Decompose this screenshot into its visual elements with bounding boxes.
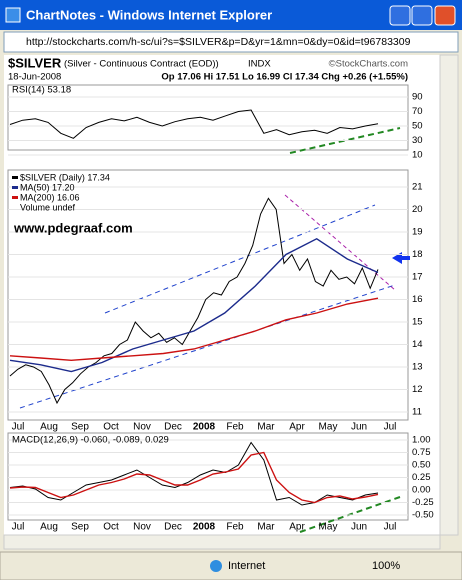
symbol: $SILVER [8, 55, 62, 70]
url: http://stockcharts.com/h-sc/ui?s=$SILVER… [26, 36, 411, 48]
window-title: ChartNotes - Windows Internet Explorer [26, 7, 272, 22]
x-tick-label: Apr [289, 522, 305, 533]
series-line [9, 109, 379, 139]
y-tick-label: 18 [412, 249, 423, 260]
x-tick-label: May [319, 422, 338, 433]
y-tick-label: 0.25 [412, 472, 431, 483]
credit: ©StockCharts.com [329, 59, 408, 70]
date: 18-Jun-2008 [8, 72, 61, 83]
ohlc: Op 17.06 Hi 17.51 Lo 16.99 Cl 17.34 Chg … [161, 72, 408, 83]
address-bar[interactable] [3, 31, 459, 53]
y-tick-label: 20 [412, 204, 423, 215]
y-tick-label: 90 [412, 92, 423, 103]
x-tick-label: Aug [40, 522, 58, 533]
macd-panel [7, 432, 409, 521]
legend-swatch [12, 186, 18, 189]
down-trendline [284, 194, 396, 291]
x-tick-label: Feb [226, 422, 244, 433]
channel-top [104, 204, 376, 314]
x-tick-label: 2008 [193, 522, 216, 533]
y-tick-label: 14 [412, 339, 423, 350]
x-tick-label: Apr [289, 422, 305, 433]
y-tick-label: 12 [412, 384, 423, 395]
legend-swatch [12, 176, 18, 179]
arrow [392, 252, 410, 264]
x-tick-label: Dec [164, 522, 182, 533]
channel-bottom [19, 284, 396, 409]
zoom[interactable]: 100% [372, 560, 400, 572]
x-tick-label: Sep [71, 422, 89, 433]
series-line [9, 297, 379, 362]
x-tick-label: Jul [384, 522, 397, 533]
zone: Internet [228, 560, 265, 572]
y-tick-label: 0.00 [412, 485, 431, 496]
legend-swatch [12, 196, 18, 199]
y-tick-label: 1.00 [412, 435, 431, 446]
maximize-button[interactable] [411, 5, 433, 26]
y-tick-label: 0.50 [412, 460, 431, 471]
series-line [9, 197, 379, 405]
price-panel [7, 169, 409, 421]
legend-entry: MA(50) 17.20 [20, 182, 75, 192]
title-bar [0, 0, 462, 30]
x-tick-label: Feb [226, 522, 244, 533]
y-tick-label: 17 [412, 272, 423, 283]
legend-entry: MA(200) 16.06 [20, 192, 80, 202]
rsi-trendline [289, 127, 401, 154]
x-tick-label: Nov [133, 522, 151, 533]
x-tick-label: Sep [71, 522, 89, 533]
y-tick-label: 16 [412, 294, 423, 305]
y-tick-label: 19 [412, 227, 423, 238]
x-tick-label: Mar [257, 422, 275, 433]
y-tick-label: 10 [412, 150, 423, 161]
y-tick-label: 70 [412, 106, 423, 117]
x-tick-label: Jun [351, 522, 367, 533]
x-tick-label: May [319, 522, 338, 533]
x-tick-label: Jul [12, 422, 25, 433]
legend-note: Volume undef [20, 202, 76, 212]
x-tick-label: 2008 [193, 422, 216, 433]
x-tick-label: Jul [12, 522, 25, 533]
y-tick-label: 21 [412, 182, 423, 193]
y-tick-label: -0.25 [412, 497, 434, 508]
zone-icon [210, 560, 222, 572]
y-tick-label: 0.75 [412, 447, 431, 458]
x-tick-label: Oct [103, 422, 119, 433]
y-tick-label: 15 [412, 317, 423, 328]
legend: RSI(14) 53.18 [12, 85, 71, 96]
x-tick-label: Jun [351, 422, 367, 433]
series-line [9, 237, 379, 373]
horizontal-scrollbar[interactable] [3, 534, 441, 550]
legend-entry: $SILVER (Daily) 17.34 [20, 172, 110, 182]
x-tick-label: Aug [40, 422, 58, 433]
vertical-scrollbar[interactable] [439, 54, 459, 536]
x-tick-label: Oct [103, 522, 119, 533]
minimize-button[interactable] [389, 5, 411, 26]
x-tick-label: Dec [164, 422, 182, 433]
x-tick-label: Mar [257, 522, 275, 533]
y-tick-label: 11 [412, 407, 422, 418]
app-icon [5, 7, 21, 23]
legend: MACD(12,26,9) -0.060, -0.089, 0.029 [12, 435, 169, 446]
y-tick-label: 13 [412, 362, 423, 373]
series-line [9, 451, 379, 504]
x-tick-label: Nov [133, 422, 151, 433]
y-tick-label: -0.50 [412, 510, 434, 521]
annotation: www.pdegraaf.com [13, 220, 133, 235]
status-bar [0, 551, 462, 581]
y-tick-label: 50 [412, 121, 423, 132]
exchange: INDX [248, 59, 271, 70]
x-tick-label: Jul [384, 422, 397, 433]
y-tick-label: 30 [412, 135, 423, 146]
close-button[interactable] [434, 5, 456, 26]
description: (Silver - Continuous Contract (EOD)) [64, 59, 219, 70]
rsi-panel [7, 84, 409, 151]
